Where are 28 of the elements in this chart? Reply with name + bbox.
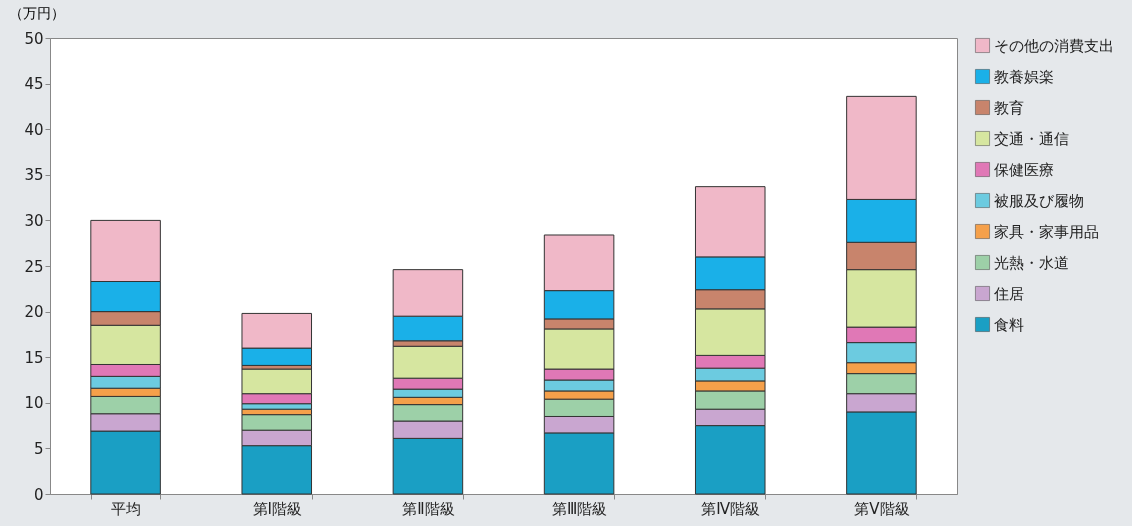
x-tick-label: 第Ⅰ階級 bbox=[252, 499, 302, 518]
y-tick-label: 25 bbox=[24, 257, 44, 276]
legend-label: 家具・家事用品 bbox=[994, 222, 1099, 241]
legend-label: 交通・通信 bbox=[994, 129, 1069, 148]
legend-label: 住居 bbox=[993, 284, 1024, 303]
x-tick-label: 第Ⅲ階級 bbox=[551, 499, 608, 518]
x-tick-label: 第Ⅱ階級 bbox=[402, 499, 455, 518]
y-tick-label: 0 bbox=[33, 485, 44, 504]
x-tick-label: 平均 bbox=[111, 499, 142, 518]
legend-label: 保健医療 bbox=[994, 160, 1054, 179]
legend-label: 教育 bbox=[994, 98, 1024, 117]
legend-label: その他の消費支出 bbox=[994, 36, 1114, 55]
legend-label: 食料 bbox=[994, 315, 1024, 334]
y-tick-label: 10 bbox=[24, 394, 44, 413]
y-tick-label: 40 bbox=[24, 120, 44, 139]
legend-label: 光熱・水道 bbox=[994, 253, 1069, 272]
legend-label: 被服及び履物 bbox=[994, 191, 1084, 210]
y-tick-label: 30 bbox=[24, 211, 44, 230]
y-tick-label: 50 bbox=[24, 29, 44, 48]
y-tick-label: 45 bbox=[24, 75, 44, 94]
y-tick-label: 15 bbox=[24, 348, 44, 367]
y-tick-label: 5 bbox=[33, 439, 44, 458]
y-tick-label: 35 bbox=[24, 166, 44, 185]
x-tick-label: 第Ⅳ階級 bbox=[701, 499, 761, 518]
y-tick-label: 20 bbox=[24, 303, 44, 322]
legend-label: 教養娯楽 bbox=[994, 67, 1054, 86]
y-axis-title: （万円） bbox=[8, 4, 65, 21]
x-tick-label: 第Ⅴ階級 bbox=[854, 499, 910, 518]
